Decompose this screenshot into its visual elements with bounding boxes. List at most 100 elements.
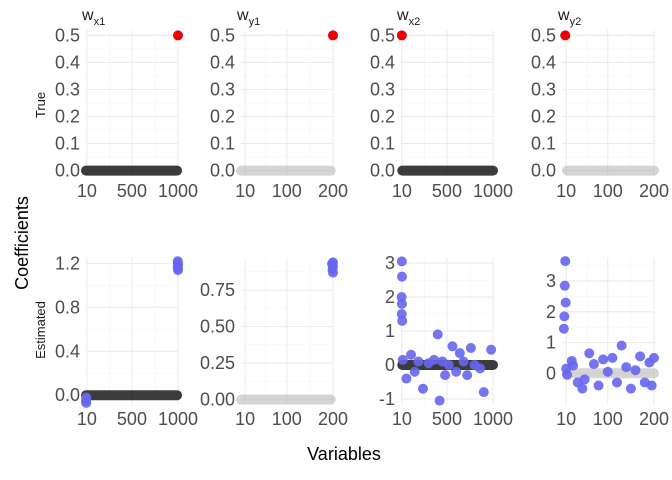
y-tick-label: 0.3	[531, 79, 556, 99]
data-point	[598, 354, 609, 365]
x-tick-label: 10	[77, 181, 97, 201]
x-axis-title: Variables	[307, 444, 381, 464]
x-tick-label: 500	[432, 409, 462, 429]
y-tick-label: 0.4	[370, 52, 395, 72]
x-tick-label: 10	[235, 409, 255, 429]
data-point	[612, 377, 623, 388]
data-point	[443, 359, 454, 370]
y-tick-label: 0.2	[55, 107, 80, 127]
data-point	[588, 359, 599, 370]
y-tick-label: 0.2	[531, 107, 556, 127]
y-tick-label: 0.4	[531, 52, 556, 72]
x-tick-label: 200	[318, 181, 348, 201]
y-tick-label: 0.0	[210, 161, 235, 181]
data-point	[432, 329, 443, 340]
data-point	[584, 348, 595, 359]
data-point	[478, 387, 489, 398]
y-tick-label: 0.0	[531, 161, 556, 181]
data-point	[568, 360, 579, 371]
data-point	[593, 380, 604, 391]
y-tick-label: 2	[385, 287, 395, 307]
x-tick-label: 10	[392, 409, 412, 429]
y-tick-label: 0.50	[200, 317, 235, 337]
y-tick-label: 0.5	[370, 25, 395, 45]
data-point	[440, 370, 451, 381]
data-point	[409, 366, 420, 377]
y-tick-label: 0.75	[200, 280, 235, 300]
y-tick-label: 0.1	[55, 134, 80, 154]
data-point	[401, 373, 412, 384]
panel-est-wx2: -1 0 1 2 3 10 500 1000	[379, 253, 513, 429]
data-point	[397, 315, 408, 326]
data-point	[486, 344, 497, 355]
data-point	[607, 352, 618, 363]
data-point	[559, 280, 570, 291]
x-tick-label: 10	[556, 181, 576, 201]
data-point	[475, 363, 486, 374]
data-point	[397, 354, 408, 365]
y-tick-label: 0.3	[210, 79, 235, 99]
panel-est-wy2: 0 1 2 3 10 100 200	[546, 256, 669, 429]
y-tick-label: 0.8	[55, 297, 80, 317]
y-tick-label: 3	[546, 271, 556, 291]
data-point	[579, 374, 590, 385]
y-tick-label: 0.1	[370, 134, 395, 154]
x-tick-label: 10	[556, 409, 576, 429]
panel-est-wx1: 0.0 0.4 0.8 1.2 10 500 1000	[55, 253, 198, 429]
data-point	[562, 369, 573, 380]
y-tick-label: 0.25	[200, 353, 235, 373]
x-tick-label: 1000	[473, 409, 513, 429]
data-point	[625, 383, 636, 394]
data-point	[454, 348, 465, 359]
data-point	[328, 30, 338, 41]
data-point	[602, 366, 613, 377]
y-tick-label: 0.5	[531, 25, 556, 45]
data-point	[560, 30, 571, 41]
data-point	[630, 365, 641, 376]
y-tick-label: 0.5	[210, 25, 235, 45]
y-tick-label: 0.3	[55, 79, 80, 99]
y-tick-label: 0.5	[55, 25, 80, 45]
y-tick-label: 0.1	[210, 134, 235, 154]
x-tick-label: 1000	[158, 409, 198, 429]
y-tick-label: -1	[379, 389, 395, 409]
data-point	[397, 271, 408, 282]
data-point	[413, 356, 424, 367]
x-tick-label: 100	[593, 181, 623, 201]
data-point	[560, 297, 571, 308]
data-point	[649, 352, 659, 363]
y-tick-label: 0.4	[55, 341, 80, 361]
x-tick-label: 10	[392, 181, 412, 201]
panel-true-wx1: 0.0 0.1 0.2 0.3 0.4 0.5 10 500 1000	[55, 25, 198, 201]
y-tick-label: 1	[546, 333, 556, 353]
y-tick-label: 0.2	[210, 107, 235, 127]
y-tick-label: 1	[385, 321, 395, 341]
row-label-true: True	[33, 92, 48, 118]
data-point	[635, 351, 646, 362]
data-point	[616, 340, 627, 351]
data-point	[81, 392, 92, 403]
row-label-estimated: Estimated	[33, 301, 48, 359]
panel-true-wy2: 0.0 0.1 0.2 0.3 0.4 0.5 10 100 200	[531, 25, 669, 201]
data-point	[558, 323, 569, 334]
data-point	[451, 366, 462, 377]
y-tick-label: 0.0	[370, 161, 395, 181]
x-tick-label: 500	[117, 409, 147, 429]
data-point	[560, 256, 571, 267]
data-point	[173, 259, 183, 270]
x-tick-label: 500	[432, 181, 462, 201]
data-point	[465, 342, 476, 353]
x-tick-label: 100	[272, 181, 302, 201]
x-tick-label: 100	[272, 409, 302, 429]
data-point	[577, 383, 588, 394]
data-point	[646, 380, 657, 391]
data-point	[434, 395, 445, 406]
data-point	[447, 341, 458, 352]
y-tick-label: 0.4	[210, 52, 235, 72]
panel-true-wx2: 0.0 0.1 0.2 0.3 0.4 0.5 10 500 1000	[370, 25, 513, 201]
y-tick-label: 0.0	[55, 161, 80, 181]
x-tick-label: 500	[117, 181, 147, 201]
y-tick-label: 0	[385, 355, 395, 375]
